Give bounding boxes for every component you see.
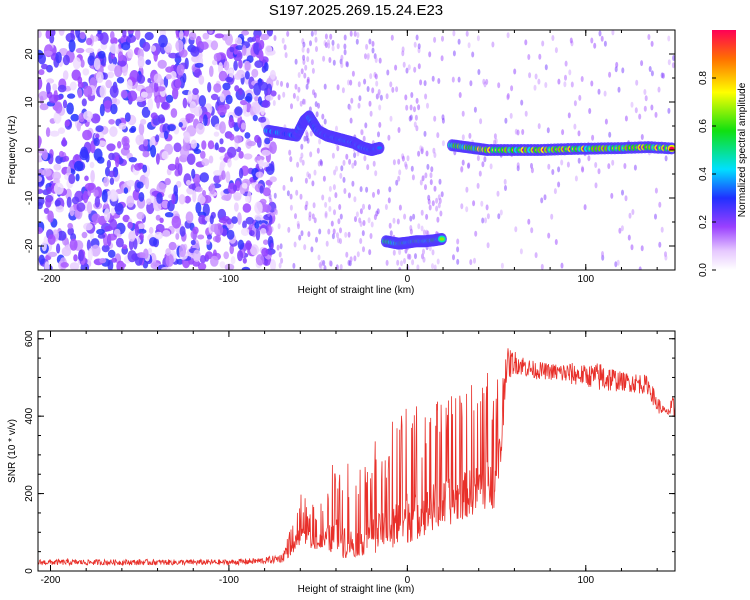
spectrogram-image — [38, 30, 675, 270]
spectrogram-scattered-tone — [263, 30, 385, 270]
snr-panel: -200 -100 0 100 0 200 400 600 Height of straigh… — [7, 330, 676, 595]
spectrogram-ytick-label: 10 — [24, 96, 35, 108]
snr-frame — [37, 330, 676, 572]
snr-xtick-label: -100 — [219, 575, 239, 586]
colorbar-tick-label: 0.4 — [698, 167, 709, 181]
spectrogram-noise — [38, 30, 277, 270]
colorbar-ticks: 0.0 0.2 0.4 0.6 0.8 — [698, 71, 716, 277]
colorbar-label: Normalized spectral amplitude — [737, 82, 748, 217]
snr-ylabel: SNR (10 * v/v) — [7, 419, 18, 483]
spectrogram-ytick-label: -10 — [24, 190, 35, 205]
colorbar-tick-label: 0.2 — [698, 215, 709, 229]
spectrogram-xtick-label: 100 — [577, 274, 594, 285]
snr-series-line — [38, 348, 675, 567]
snr-ticks: -200 -100 0 100 0 200 400 600 — [24, 330, 675, 586]
spectrogram-ytick-label: 0 — [24, 147, 35, 153]
snr-xtick-label: 0 — [405, 575, 411, 586]
spectrogram-xlabel: Height of straight line (km) — [298, 285, 415, 296]
colorbar-tick-label: 0.8 — [698, 71, 709, 85]
spectrogram-carrier — [447, 30, 675, 270]
spectrogram-ytick-label: 20 — [24, 48, 35, 60]
spectrogram-ytick-label: -20 — [24, 238, 35, 253]
snr-xtick-label: 100 — [577, 575, 594, 586]
snr-ytick-label: 600 — [24, 330, 35, 347]
snr-xlabel: Height of straight line (km) — [298, 584, 415, 595]
colorbar-tick-label: 0.6 — [698, 119, 709, 133]
snr-ytick-label: 0 — [24, 568, 35, 574]
colorbar-gradient — [712, 30, 736, 270]
spectrogram-ylabel: Frequency (Hz) — [7, 116, 18, 185]
spectrogram-xtick-label: 0 — [405, 274, 411, 285]
spectrogram-xtick-label: -200 — [40, 274, 60, 285]
spectrogram-xtick-label: -100 — [219, 274, 239, 285]
colorbar-tick-label: 0.0 — [698, 263, 709, 277]
chart-title: S197.2025.269.15.24.E23 — [269, 2, 443, 19]
spectrogram-shifted-tone — [380, 34, 447, 270]
snr-xtick-label: -200 — [40, 575, 60, 586]
colorbar: 0.0 0.2 0.4 0.6 0.8 Normalized spectral ampl… — [698, 30, 748, 277]
snr-ytick-label: 200 — [24, 485, 35, 502]
snr-ytick-label: 400 — [24, 407, 35, 424]
